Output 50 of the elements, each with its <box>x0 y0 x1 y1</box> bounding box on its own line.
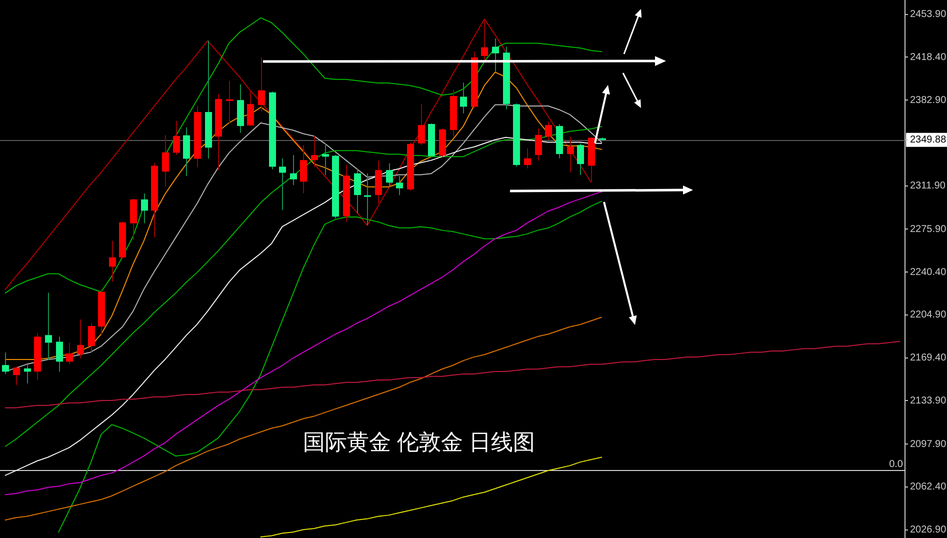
candlestick <box>183 126 190 176</box>
candlestick <box>545 121 552 141</box>
candlestick <box>290 154 297 186</box>
candlestick <box>567 136 574 173</box>
y-tick-label: 2453.90 <box>910 9 947 20</box>
y-tick-label: 2418.40 <box>910 52 947 63</box>
candlestick <box>45 292 52 361</box>
candlestick <box>66 342 73 365</box>
candlestick <box>481 18 488 62</box>
candlestick <box>577 142 584 176</box>
candlestick <box>524 148 531 169</box>
candlestick <box>56 336 63 372</box>
candlestick <box>460 82 467 114</box>
candlestick <box>173 120 180 156</box>
candlestick <box>354 168 361 214</box>
y-tick-label: 2382.90 <box>910 94 947 106</box>
candlestick <box>535 128 542 162</box>
candlestick <box>311 136 318 168</box>
y-tick-label: 2169.40 <box>910 352 947 364</box>
annotation: 0.0 <box>889 459 904 470</box>
candlestick <box>279 158 286 211</box>
y-tick-label: 2311.90 <box>910 180 946 192</box>
candlestick <box>396 175 403 196</box>
candlestick <box>109 240 116 282</box>
y-tick-label: 2275.90 <box>910 224 947 235</box>
candlestick <box>300 144 307 194</box>
text: 国际黄金 伦敦金 日线图 <box>302 429 536 454</box>
candlestick <box>364 172 371 226</box>
candlestick <box>141 192 148 224</box>
y-tick-label: 2026.90 <box>910 524 947 536</box>
candlestick <box>13 366 20 386</box>
candlestick <box>247 90 254 127</box>
y-tick-label: 2097.90 <box>910 438 947 450</box>
y-tick-label: 2349.88 <box>910 134 947 146</box>
candlestick <box>77 318 84 359</box>
candlestick <box>162 134 169 188</box>
y-tick-label: 2240.40 <box>910 266 947 278</box>
candlestick <box>24 364 31 384</box>
candlestick <box>88 322 95 352</box>
y-tick-label: 2133.90 <box>910 395 947 406</box>
candlestick <box>386 162 393 188</box>
candlestick <box>418 104 425 146</box>
candlestick <box>226 80 233 124</box>
y-tick-label: 2204.90 <box>910 310 947 321</box>
y-tick-label: 2062.40 <box>910 482 947 493</box>
candlestick <box>130 198 137 240</box>
candlestick <box>258 56 265 112</box>
candlestick <box>492 38 499 72</box>
candlestick <box>322 142 329 176</box>
candlestick <box>2 352 9 375</box>
